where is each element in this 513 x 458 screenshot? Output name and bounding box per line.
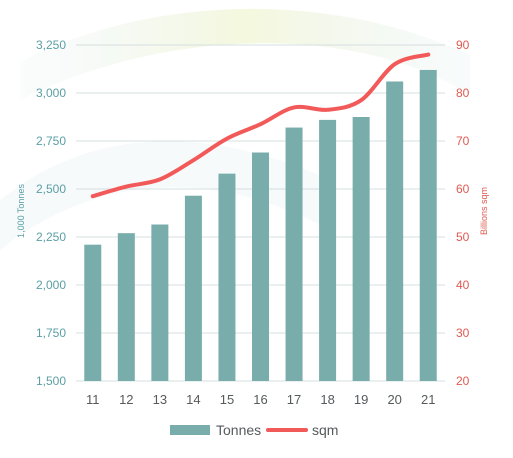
legend-item-tonnes: Tonnes bbox=[170, 418, 261, 442]
bar bbox=[386, 81, 403, 381]
legend-label-sqm: sqm bbox=[312, 422, 338, 438]
bar bbox=[185, 196, 202, 381]
bar bbox=[286, 128, 303, 381]
bar bbox=[420, 70, 437, 381]
y-right-tick-label: 40 bbox=[456, 278, 470, 292]
y-right-tick-label: 30 bbox=[456, 326, 470, 340]
y-right-axis-label: Billions sqm bbox=[479, 187, 489, 235]
x-tick-label: 18 bbox=[320, 392, 334, 407]
y-left-tick-label: 3,000 bbox=[36, 86, 66, 100]
bar bbox=[118, 233, 135, 381]
bar bbox=[319, 120, 336, 381]
y-left-tick-label: 2,250 bbox=[36, 230, 66, 244]
y-right-tick-label: 80 bbox=[456, 86, 470, 100]
y-left-tick-label: 3,250 bbox=[36, 38, 66, 52]
y-left-axis-label: 1,000 Tonnes bbox=[16, 184, 26, 238]
y-right-tick-label: 60 bbox=[456, 182, 470, 196]
y-left-tick-label: 1,500 bbox=[36, 374, 66, 388]
bar bbox=[252, 153, 269, 381]
bar bbox=[151, 225, 168, 381]
bar bbox=[218, 174, 235, 381]
x-tick-label: 15 bbox=[220, 392, 234, 407]
y-left-tick-label: 2,750 bbox=[36, 134, 66, 148]
x-tick-label: 11 bbox=[86, 392, 100, 407]
legend-label-tonnes: Tonnes bbox=[216, 422, 261, 438]
x-tick-label: 12 bbox=[119, 392, 133, 407]
x-tick-label: 21 bbox=[421, 392, 435, 407]
y-right-tick-label: 70 bbox=[456, 134, 470, 148]
y-left-tick-label: 1,750 bbox=[36, 326, 66, 340]
legend: Tonnes sqm bbox=[0, 418, 513, 442]
legend-bar-swatch bbox=[170, 425, 210, 435]
x-tick-label: 19 bbox=[354, 392, 368, 407]
x-axis-ticks: 11 12 13 14 15 16 17 18 19 20 21 bbox=[86, 392, 435, 407]
bar bbox=[353, 117, 370, 381]
bar bbox=[84, 245, 101, 381]
x-tick-label: 14 bbox=[186, 392, 200, 407]
y-left-tick-label: 2,000 bbox=[36, 278, 66, 292]
legend-line-swatch bbox=[266, 428, 308, 432]
x-tick-label: 20 bbox=[387, 392, 401, 407]
y-left-tick-label: 2,500 bbox=[36, 182, 66, 196]
legend-item-sqm: sqm bbox=[266, 418, 338, 442]
x-tick-label: 13 bbox=[153, 392, 167, 407]
x-tick-label: 16 bbox=[253, 392, 267, 407]
right-axis-ticks: 20 30 40 50 60 70 80 90 bbox=[456, 38, 470, 388]
y-right-tick-label: 20 bbox=[456, 374, 470, 388]
y-right-tick-label: 50 bbox=[456, 230, 470, 244]
x-tick-label: 17 bbox=[287, 392, 301, 407]
bar-series bbox=[84, 70, 436, 381]
y-right-tick-label: 90 bbox=[456, 38, 470, 52]
